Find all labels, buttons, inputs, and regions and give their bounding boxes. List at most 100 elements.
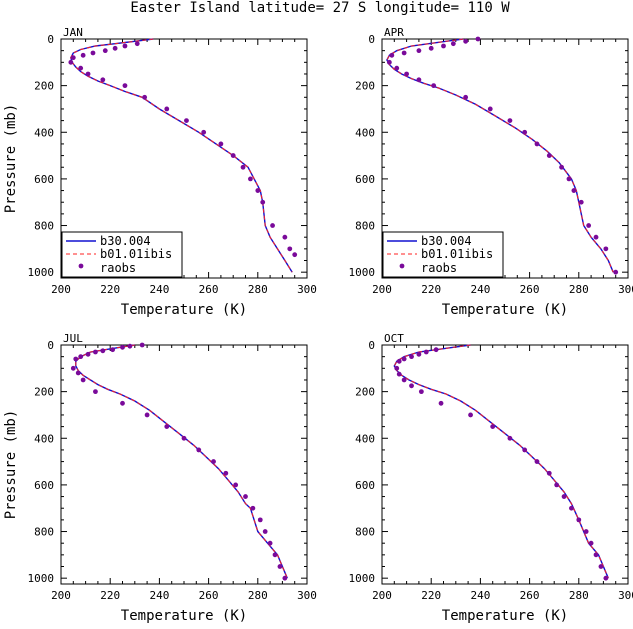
raobs-point [100, 348, 106, 354]
raobs-point [409, 354, 414, 360]
raobs-point [230, 153, 236, 158]
series-line-b30-004 [75, 344, 288, 579]
raobs-point [396, 371, 402, 377]
legend-label: raobs [100, 261, 136, 275]
raobs-point [211, 459, 216, 464]
x-tick-label: 260 [520, 283, 540, 296]
y-tick-label: 800 [355, 220, 375, 233]
x-tick-label: 260 [199, 589, 219, 602]
raobs-point [75, 370, 81, 376]
raobs-point [120, 344, 125, 350]
raobs-point [441, 43, 446, 49]
raobs-point [243, 494, 248, 499]
x-tick-label: 200 [51, 589, 71, 602]
raobs-point [522, 129, 528, 135]
raobs-point [428, 45, 434, 51]
raobs-point [546, 470, 552, 476]
raobs-point [139, 342, 145, 348]
x-tick-label: 300 [618, 283, 633, 296]
raobs-point [142, 94, 148, 100]
y-tick-label: 600 [34, 173, 54, 186]
panel-label: OCT [384, 332, 404, 345]
raobs-point [593, 234, 599, 240]
raobs-point [223, 470, 229, 476]
raobs-point [475, 36, 481, 42]
raobs-point [196, 447, 202, 453]
raobs-point [120, 400, 125, 406]
raobs-point [394, 365, 400, 371]
y-tick-label: 1000 [28, 572, 55, 585]
raobs-point [468, 412, 473, 418]
x-tick-label: 220 [100, 589, 120, 602]
panel-label: JAN [63, 26, 83, 39]
raobs-point [401, 356, 407, 362]
panel-oct: 200 220 240 260 280 300 0 200 400 600 800 1000 Tempe… [349, 332, 633, 624]
y-tick-label: 1000 [28, 266, 55, 279]
x-tick-label: 200 [372, 283, 392, 296]
raobs-point [404, 71, 409, 77]
plot-frame [60, 344, 308, 585]
y-axis-label: Pressure (mb) [3, 410, 19, 520]
x-tick-label: 300 [297, 283, 317, 296]
series-line-b01-01ibis [70, 38, 293, 273]
x-tick-label: 220 [100, 283, 120, 296]
raobs-point [201, 129, 207, 135]
y-tick-label: 0 [368, 339, 375, 352]
raobs-point [534, 459, 540, 464]
y-tick-label: 400 [34, 126, 54, 139]
raobs-point [401, 377, 407, 383]
y-tick-label: 800 [34, 220, 54, 233]
raobs-point [569, 505, 574, 511]
panel-apr: 200 220 240 260 280 300 0 200 400 600 800 1000 Tempe… [349, 26, 633, 318]
raobs-point [267, 540, 273, 546]
y-tick-label: 0 [368, 33, 375, 46]
raobs-point [463, 38, 469, 44]
raobs-point [490, 424, 496, 430]
raobs-point [603, 575, 609, 581]
raobs-point [522, 447, 528, 453]
raobs-point [85, 351, 91, 357]
raobs-point [554, 482, 560, 488]
raobs-point [80, 377, 86, 383]
raobs-point [181, 435, 187, 441]
raobs-point [438, 400, 444, 406]
series-line-b01-01ibis [393, 344, 609, 579]
x-tick-label: 240 [470, 283, 490, 296]
raobs-point [578, 199, 584, 205]
raobs-point [70, 365, 76, 371]
legend-label: b01.01ibis [100, 247, 172, 261]
legend-label: b30.004 [421, 234, 472, 248]
y-tick-label: 200 [34, 386, 54, 399]
raobs-point [571, 188, 577, 193]
plot-frame [381, 344, 629, 585]
x-tick-label: 280 [248, 283, 268, 296]
raobs-point [144, 412, 150, 418]
x-tick-label: 240 [149, 283, 169, 296]
raobs-point [613, 269, 619, 275]
raobs-point [255, 188, 261, 193]
y-axis-label: Pressure (mb) [3, 104, 19, 214]
y-tick-label: 600 [355, 479, 375, 492]
panel-jan: 200 220 240 260 280 300 0 200 400 600 800 1000 Tempe… [3, 26, 317, 318]
raobs-point [450, 41, 456, 47]
x-axis-label: Temperature (K) [442, 608, 568, 624]
raobs-point [418, 389, 424, 395]
x-tick-label: 240 [149, 589, 169, 602]
raobs-point [561, 494, 567, 499]
raobs-point [396, 358, 402, 364]
raobs-point [416, 351, 422, 357]
raobs-point [416, 48, 422, 54]
x-axis-label: Temperature (K) [442, 302, 568, 318]
x-tick-label: 240 [470, 589, 490, 602]
raobs-point [68, 59, 74, 65]
panel-jul: 200 220 240 260 280 300 0 200 400 600 800 1000 Tempe… [3, 332, 317, 624]
raobs-point [282, 234, 288, 240]
raobs-point [270, 223, 275, 228]
raobs-point [134, 41, 140, 47]
raobs-point [394, 65, 400, 71]
raobs-point [559, 164, 564, 170]
y-tick-label: 200 [34, 80, 54, 93]
raobs-point [100, 77, 106, 83]
x-tick-label: 220 [421, 283, 441, 296]
